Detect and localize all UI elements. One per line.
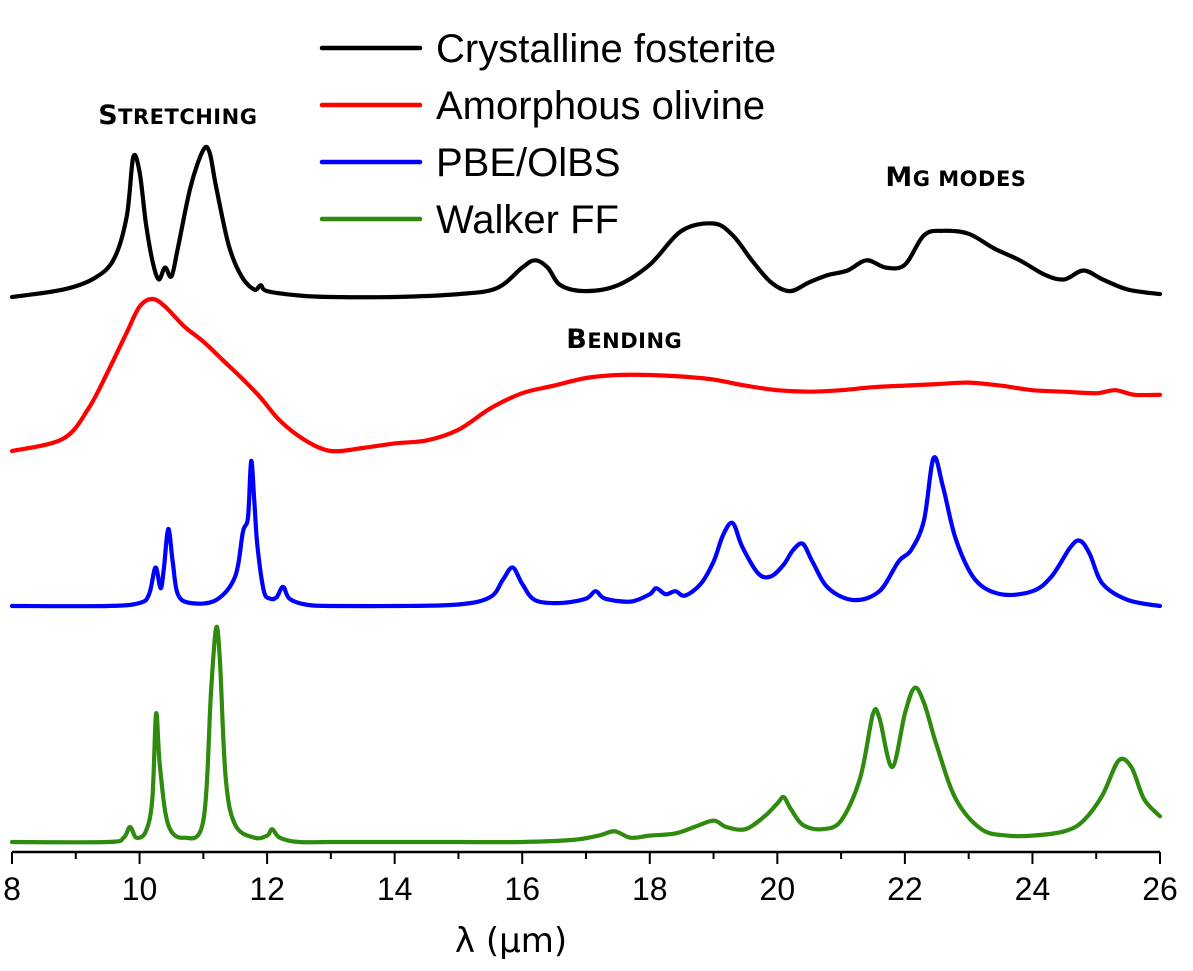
x-tick-label: 18 <box>632 871 668 907</box>
annotations: STRETCHING BENDING MG MODES <box>98 100 1026 355</box>
series-layer <box>9 144 1163 845</box>
legend-item-walker-ff: Walker FF <box>319 198 619 242</box>
x-tick-label: 10 <box>122 871 158 907</box>
legend: Crystalline fosterite Amorphous olivine PB… <box>319 27 776 242</box>
x-tick-label: 12 <box>249 871 285 907</box>
legend-item-pbe-olbs: PBE/OlBS <box>319 141 621 185</box>
x-tick-label: 24 <box>1015 871 1051 907</box>
annotation-stretching: STRETCHING <box>98 100 257 131</box>
series-line-walker-ff <box>9 624 1163 845</box>
legend-item-amorphous-olivine: Amorphous olivine <box>319 84 765 128</box>
legend-label: Walker FF <box>436 198 619 242</box>
x-axis-title: λ (μm) <box>455 921 567 961</box>
annotation-bending: BENDING <box>566 324 682 355</box>
x-axis: 8 10 12 14 16 18 20 22 24 26 <box>3 850 1178 907</box>
legend-label: PBE/OlBS <box>436 141 621 185</box>
x-tick-label: 14 <box>377 871 413 907</box>
series-line-crystalline-fosterite <box>9 144 1163 300</box>
x-tick-label: 20 <box>760 871 796 907</box>
x-tick-label: 8 <box>3 871 21 907</box>
series-line-amorphous-olivine <box>9 296 1163 454</box>
x-tick-label: 26 <box>1142 871 1178 907</box>
legend-label: Crystalline fosterite <box>436 27 776 71</box>
series-line-pbe-olbs <box>9 455 1163 609</box>
x-tick-label: 22 <box>887 871 923 907</box>
annotation-mg-modes: MG MODES <box>885 162 1026 193</box>
x-tick-label: 16 <box>504 871 540 907</box>
legend-label: Amorphous olivine <box>436 84 765 128</box>
legend-item-crystalline-fosterite: Crystalline fosterite <box>319 27 776 71</box>
